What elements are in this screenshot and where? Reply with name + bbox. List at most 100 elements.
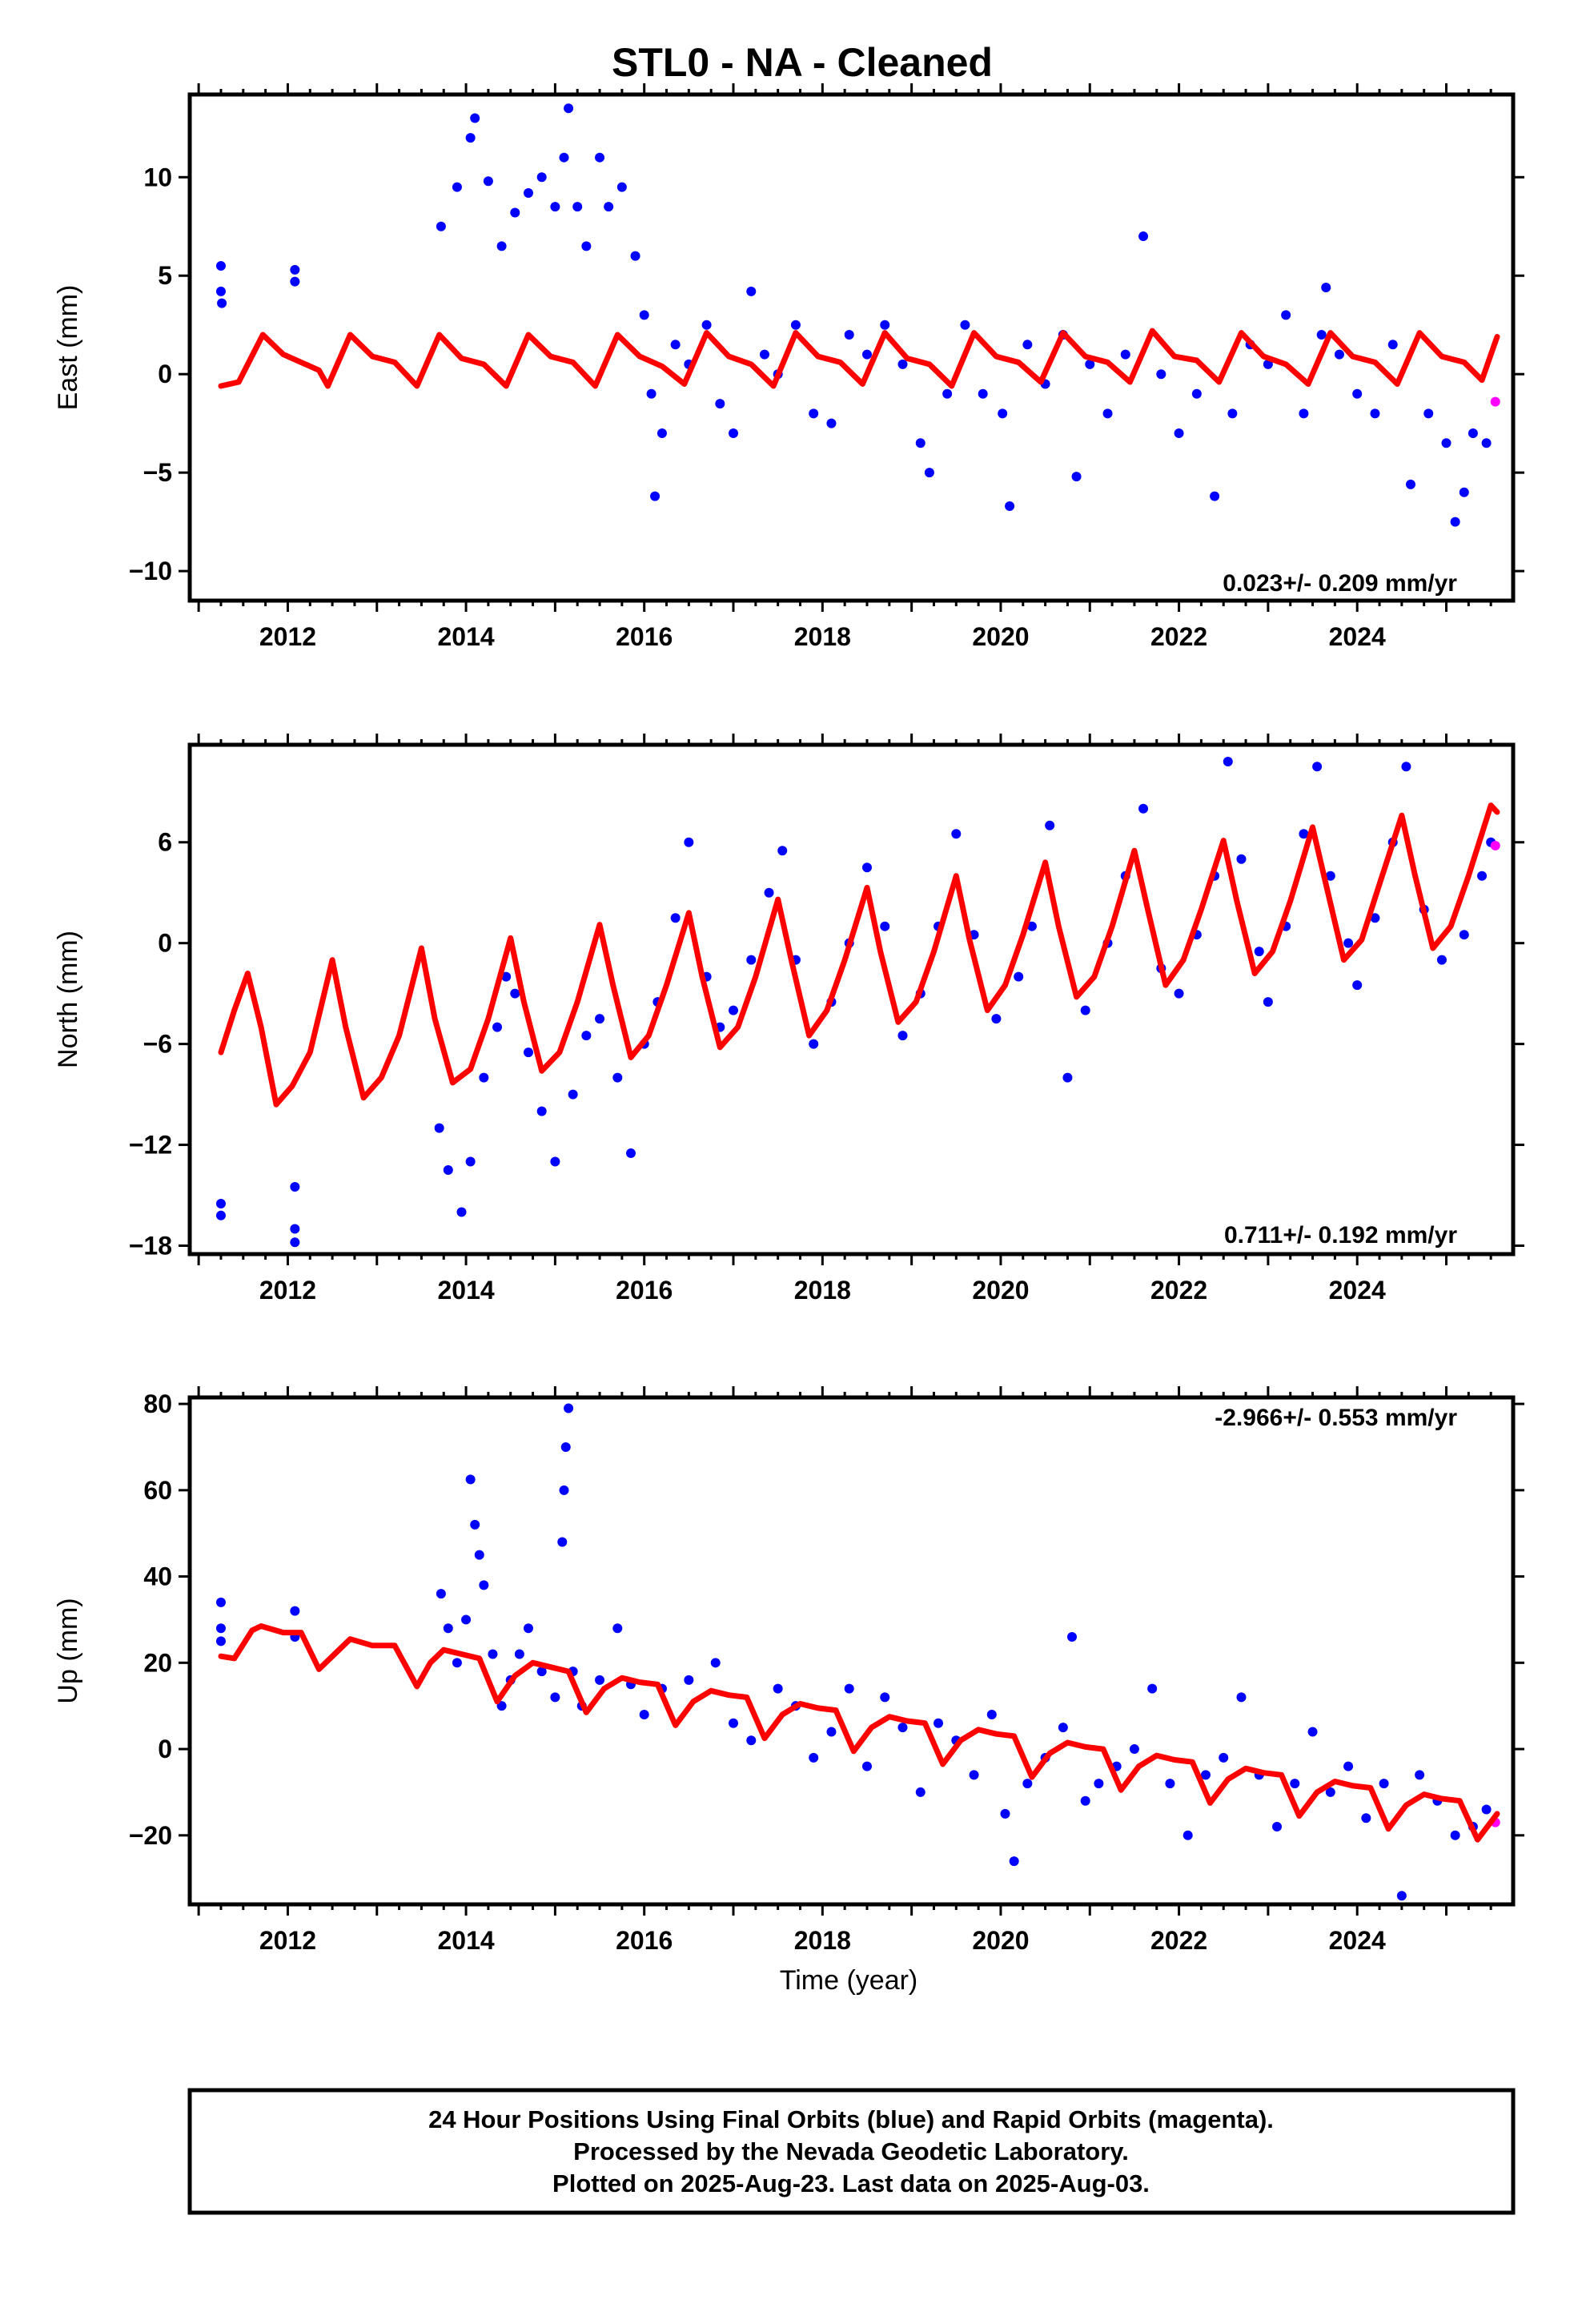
north-final-point	[479, 1072, 489, 1083]
y-tick-label: 40	[143, 1562, 172, 1591]
north-final-point	[764, 887, 774, 898]
y-tick-label: 0	[158, 360, 172, 388]
up-final-point	[1022, 1779, 1033, 1789]
x-tick-label: 2018	[794, 1926, 851, 1955]
east-final-point	[595, 152, 605, 163]
east-rapid-point	[1490, 396, 1500, 407]
up-final-point	[474, 1550, 484, 1560]
east-final-point	[1022, 340, 1033, 350]
up-final-point	[215, 1636, 226, 1647]
y-tick-label: −20	[129, 1821, 172, 1850]
north-final-point	[1138, 803, 1149, 814]
x-tick-label: 2018	[794, 1276, 851, 1305]
up-final-point	[1415, 1770, 1425, 1780]
east-final-point	[844, 330, 854, 340]
up-final-point	[290, 1606, 300, 1616]
north-final-point	[1299, 829, 1309, 839]
chart-title: STL0 - NA - Cleaned	[612, 40, 993, 85]
east-final-point	[290, 276, 300, 287]
north-final-point	[729, 1005, 739, 1015]
x-tick-label: 2014	[437, 1926, 494, 1955]
east-final-point	[1071, 472, 1082, 482]
y-tick-label: 0	[158, 1735, 172, 1763]
up-final-point	[1450, 1830, 1460, 1840]
north-final-point	[215, 1210, 226, 1220]
east-final-point	[496, 241, 507, 251]
x-tick-label: 2016	[616, 1276, 673, 1305]
up-final-point	[536, 1667, 547, 1677]
up-final-point	[461, 1614, 472, 1625]
east-final-point	[809, 408, 819, 419]
east-rate-label: 0.023+/- 0.209 mm/yr	[1223, 570, 1457, 597]
north-final-point	[595, 1014, 605, 1024]
up-final-point	[1361, 1813, 1371, 1823]
east-final-point	[826, 418, 837, 428]
north-final-point	[951, 829, 962, 839]
north-final-point	[1343, 938, 1354, 948]
east-axis-label: East (mm)	[53, 285, 83, 411]
east-final-point	[715, 399, 725, 409]
east-final-point	[1405, 479, 1415, 489]
east-final-point	[639, 310, 649, 320]
up-final-point	[496, 1701, 507, 1711]
up-final-point	[470, 1519, 480, 1530]
up-final-point	[861, 1761, 872, 1771]
up-final-point	[1379, 1779, 1389, 1789]
east-final-point	[1085, 359, 1095, 369]
x-axis-label: Time (year)	[780, 1965, 918, 1996]
north-final-point	[1352, 980, 1363, 991]
up-final-point	[710, 1658, 721, 1668]
east-plot-area	[215, 103, 1500, 527]
up-final-point	[969, 1770, 979, 1780]
up-final-point	[215, 1623, 226, 1634]
up-final-point	[1481, 1804, 1492, 1815]
east-final-point	[1156, 369, 1166, 380]
east-final-point	[998, 408, 1008, 419]
up-final-point	[915, 1787, 926, 1797]
north-plot-area	[215, 756, 1500, 1248]
up-final-point	[1182, 1830, 1193, 1840]
east-final-point	[646, 388, 656, 399]
north-final-point	[523, 1047, 533, 1058]
north-panel: 2012 2014 2016 2018 2020 2022 2024 6 0 −6 −12 −18 No…	[53, 734, 1524, 1305]
north-axis-label: North (mm)	[53, 931, 83, 1068]
east-final-point	[915, 438, 926, 448]
x-tick-label: 2022	[1150, 1276, 1207, 1305]
up-final-point	[1058, 1723, 1068, 1733]
up-final-point	[465, 1474, 476, 1485]
east-final-point	[290, 264, 300, 275]
east-plot-frame	[187, 92, 1516, 603]
north-final-point	[443, 1165, 453, 1176]
east-final-point	[1352, 388, 1363, 399]
north-final-point	[215, 1199, 226, 1209]
east-final-point	[604, 202, 614, 212]
up-final-point	[443, 1623, 453, 1634]
north-final-point	[501, 971, 512, 982]
east-final-point	[1191, 388, 1202, 399]
up-final-point	[612, 1623, 623, 1634]
up-final-point	[560, 1441, 571, 1452]
footer-box	[187, 2088, 1516, 2215]
east-final-point	[880, 320, 890, 330]
y-tick-label: 60	[143, 1476, 172, 1505]
up-final-point	[1094, 1779, 1104, 1789]
east-final-point	[650, 491, 661, 501]
y-tick-label: 10	[143, 163, 172, 191]
up-final-point	[639, 1709, 649, 1719]
north-model-line	[218, 802, 1500, 1108]
north-final-point	[1254, 947, 1264, 957]
up-axis-label: Up (mm)	[53, 1598, 83, 1703]
up-final-point	[773, 1683, 783, 1694]
up-final-point	[557, 1537, 568, 1547]
y-tick-label: −6	[143, 1030, 172, 1059]
x-tick-label: 2024	[1329, 1276, 1386, 1305]
north-final-point	[550, 1156, 560, 1167]
up-final-point	[684, 1675, 694, 1685]
east-final-point	[550, 202, 560, 212]
north-final-point	[809, 1039, 819, 1049]
north-final-point	[456, 1207, 467, 1217]
x-tick-label: 2020	[972, 1276, 1029, 1305]
north-final-point	[1014, 971, 1024, 982]
up-final-point	[1080, 1795, 1090, 1806]
up-final-point	[1165, 1779, 1175, 1789]
